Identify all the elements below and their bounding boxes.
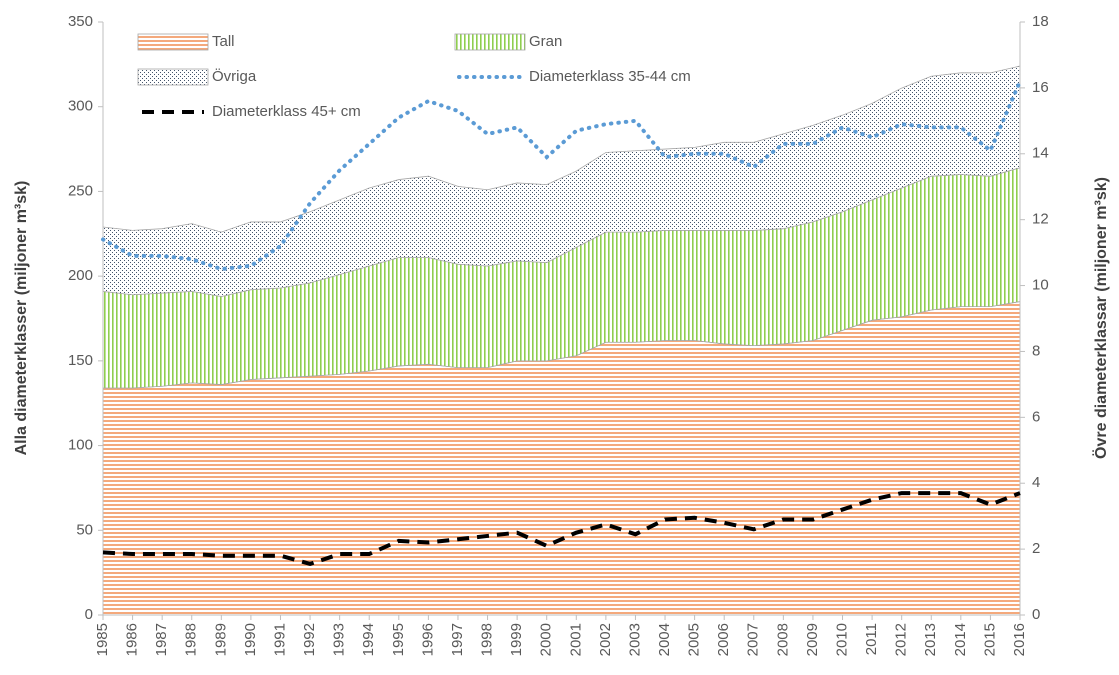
y2-tick-label: 16: [1032, 79, 1049, 96]
x-tick-label: 2015: [981, 623, 998, 656]
x-tick-label: 1994: [360, 623, 377, 656]
x-tick-label: 2012: [893, 623, 910, 656]
x-tick-label: 2006: [715, 623, 732, 656]
x-tick-label: 1991: [271, 623, 288, 656]
x-tick-label: 1996: [419, 623, 436, 656]
legend-label: Diameterklass 35-44 cm: [529, 68, 691, 85]
y-tick-label: 200: [68, 267, 93, 284]
y2-tick-label: 14: [1032, 145, 1049, 162]
y-tick-label: 250: [68, 182, 93, 199]
x-tick-label: 1989: [212, 623, 229, 656]
y2-axis-title: Övre diameterklassar (miljoner m³sk): [1091, 177, 1110, 459]
x-tick-label: 2005: [686, 623, 703, 656]
x-tick-label: 2007: [745, 623, 762, 656]
y2-tick-label: 4: [1032, 474, 1040, 491]
x-tick-label: 1987: [153, 623, 170, 656]
x-tick-label: 2010: [833, 623, 850, 656]
legend-swatch: [137, 33, 209, 51]
y2-tick-label: 0: [1032, 606, 1040, 623]
x-tick-label: 2001: [567, 623, 584, 656]
x-tick-label: 1990: [242, 623, 259, 656]
y2-tick-label: 10: [1032, 277, 1049, 294]
y2-tick-label: 12: [1032, 211, 1049, 228]
x-tick-label: 2014: [952, 623, 969, 656]
x-tick-label: 2008: [774, 623, 791, 656]
y-tick-label: 150: [68, 352, 93, 369]
y2-tick-label: 2: [1032, 540, 1040, 557]
x-tick-label: 2016: [1011, 623, 1028, 656]
y-tick-label: 300: [68, 98, 93, 115]
legend-swatch: [137, 68, 209, 86]
x-tick-label: 2002: [597, 623, 614, 656]
y-tick-label: 350: [68, 13, 93, 30]
x-tick-label: 1992: [301, 623, 318, 656]
x-tick-label: 2004: [656, 623, 673, 656]
legend-label: Diameterklass 45+ cm: [212, 103, 361, 120]
x-tick-label: 1998: [479, 623, 496, 656]
legend-swatch: [454, 33, 526, 51]
line-4: [102, 491, 1021, 567]
x-tick-label: 2000: [538, 623, 555, 656]
x-tick-label: 1999: [508, 623, 525, 656]
x-tick-label: 1997: [449, 623, 466, 656]
legend-label: Tall: [212, 33, 235, 50]
x-tick-label: 2003: [626, 623, 643, 656]
x-tick-label: 1985: [94, 623, 111, 656]
legend-label: Gran: [529, 33, 562, 50]
x-tick-label: 1995: [390, 623, 407, 656]
legend-label: Övriga: [212, 67, 257, 85]
x-tick-label: 2013: [922, 623, 939, 656]
y2-tick-label: 6: [1032, 408, 1040, 425]
x-tick-label: 2009: [804, 623, 821, 656]
x-tick-label: 2011: [863, 623, 880, 655]
x-tick-label: 1986: [124, 623, 141, 656]
y2-tick-label: 8: [1032, 342, 1040, 359]
y-tick-label: 50: [76, 521, 93, 538]
y2-tick-label: 18: [1032, 13, 1049, 30]
x-tick-label: 1993: [331, 623, 348, 656]
x-tick-label: 1988: [183, 623, 200, 656]
y-tick-label: 100: [68, 437, 93, 454]
y-tick-label: 0: [85, 606, 93, 623]
y-axis-title: Alla diameterklasser (miljoner m³sk): [13, 181, 30, 456]
